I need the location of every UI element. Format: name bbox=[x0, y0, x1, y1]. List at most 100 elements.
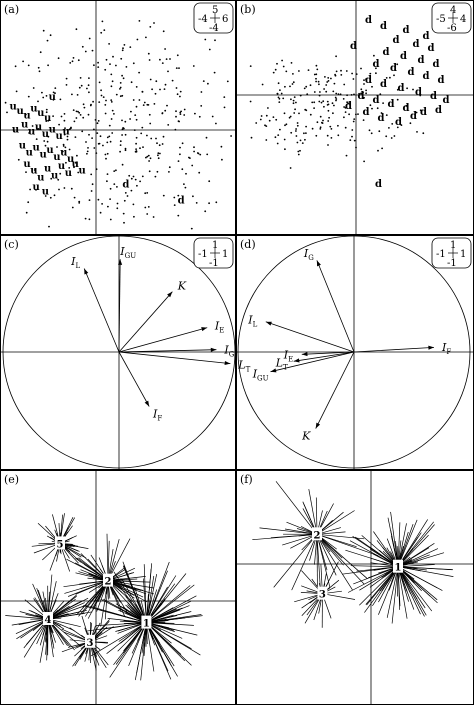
data-point bbox=[129, 118, 132, 120]
data-point bbox=[144, 206, 147, 209]
point-label: d bbox=[383, 47, 390, 58]
arrowhead bbox=[118, 259, 123, 265]
cluster-ray bbox=[397, 566, 408, 619]
data-point bbox=[363, 160, 365, 163]
cluster-ray bbox=[47, 604, 87, 620]
data-point bbox=[44, 144, 47, 147]
cluster-ray bbox=[397, 566, 401, 610]
data-point bbox=[298, 112, 300, 115]
data-point bbox=[88, 133, 90, 136]
data-point bbox=[285, 123, 288, 126]
data-point bbox=[135, 142, 138, 145]
data-point bbox=[409, 122, 412, 125]
data-point bbox=[162, 30, 165, 33]
cluster-ray bbox=[397, 523, 407, 567]
data-point bbox=[148, 59, 151, 61]
data-point bbox=[71, 93, 73, 96]
data-point bbox=[17, 158, 20, 161]
data-point bbox=[345, 154, 348, 157]
data-point bbox=[45, 95, 48, 97]
cluster-ray bbox=[47, 618, 81, 628]
cluster-label: 2 bbox=[314, 530, 321, 541]
cluster-ray bbox=[316, 534, 353, 591]
cluster-ray bbox=[146, 608, 177, 623]
data-point bbox=[319, 126, 322, 129]
cluster-ray bbox=[397, 548, 439, 568]
data-point bbox=[327, 109, 330, 112]
data-point bbox=[396, 88, 399, 91]
data-point bbox=[141, 91, 144, 93]
arrowhead bbox=[270, 368, 277, 373]
data-point bbox=[104, 153, 107, 156]
data-point bbox=[311, 101, 314, 104]
data-point bbox=[340, 69, 342, 72]
data-point bbox=[289, 115, 292, 118]
data-point bbox=[97, 198, 100, 201]
data-point bbox=[86, 150, 89, 153]
cluster-ray bbox=[397, 566, 454, 577]
data-point bbox=[375, 72, 377, 75]
data-point bbox=[105, 99, 107, 102]
vector-line bbox=[118, 349, 217, 353]
cluster-ray bbox=[47, 602, 85, 620]
data-point bbox=[362, 91, 364, 94]
data-point bbox=[37, 127, 40, 130]
data-point bbox=[332, 90, 335, 93]
data-point bbox=[396, 126, 399, 129]
data-point bbox=[119, 144, 122, 147]
data-point bbox=[47, 119, 50, 122]
data-point bbox=[344, 111, 347, 113]
data-point bbox=[147, 52, 150, 55]
vector-line bbox=[265, 321, 355, 353]
cluster-ray bbox=[291, 534, 318, 591]
data-point bbox=[80, 84, 83, 87]
data-point bbox=[318, 100, 321, 103]
point-label: d bbox=[350, 41, 357, 52]
data-point bbox=[315, 64, 318, 67]
data-point bbox=[65, 161, 67, 164]
data-point bbox=[154, 92, 157, 95]
arrowhead bbox=[428, 345, 435, 350]
data-point bbox=[146, 103, 149, 106]
data-point bbox=[93, 147, 96, 149]
vector-if: IF bbox=[353, 341, 451, 356]
scale-right: 1 bbox=[222, 249, 228, 260]
data-point bbox=[335, 70, 338, 73]
data-point bbox=[330, 137, 333, 139]
data-point bbox=[68, 148, 71, 151]
data-point bbox=[119, 88, 121, 90]
data-point bbox=[344, 126, 347, 129]
data-point bbox=[135, 86, 138, 88]
vector-label: IF bbox=[441, 341, 451, 356]
data-point bbox=[93, 64, 95, 67]
data-point bbox=[422, 132, 425, 135]
data-point bbox=[163, 88, 166, 90]
point-label: d bbox=[423, 31, 430, 42]
data-point bbox=[292, 99, 295, 102]
data-point bbox=[115, 64, 117, 67]
cluster-ray bbox=[372, 566, 399, 606]
data-point bbox=[60, 115, 63, 118]
data-point bbox=[167, 70, 169, 73]
data-point bbox=[146, 213, 149, 215]
data-point bbox=[406, 87, 408, 90]
data-point bbox=[14, 65, 17, 68]
panel-label: (f) bbox=[240, 473, 253, 486]
data-point bbox=[74, 136, 77, 139]
data-point bbox=[330, 77, 332, 80]
data-point bbox=[52, 91, 55, 94]
data-point bbox=[108, 135, 111, 138]
data-point bbox=[389, 76, 391, 79]
data-point bbox=[260, 115, 263, 117]
data-point bbox=[179, 113, 182, 115]
data-point bbox=[121, 49, 124, 52]
data-point bbox=[49, 196, 52, 199]
cluster-ray bbox=[146, 585, 191, 623]
data-point bbox=[316, 121, 319, 124]
point-label: u bbox=[23, 111, 30, 122]
data-point bbox=[63, 113, 66, 115]
data-point bbox=[87, 113, 90, 116]
data-point bbox=[27, 95, 30, 98]
data-point bbox=[112, 55, 114, 58]
data-point bbox=[313, 73, 316, 76]
